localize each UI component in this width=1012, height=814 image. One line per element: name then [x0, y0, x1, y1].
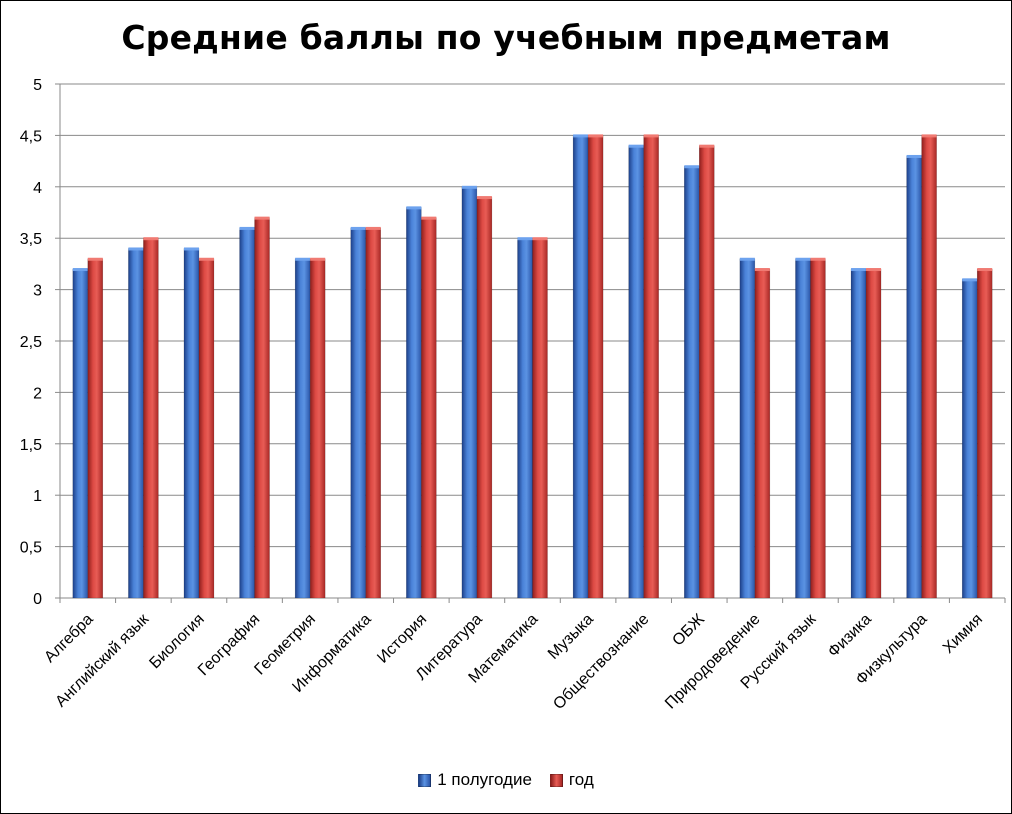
bar-cap: [810, 257, 826, 261]
bar-series-1-15: [906, 155, 922, 599]
bar-cap: [588, 134, 604, 138]
bar-series-1-2: [183, 248, 200, 599]
bar-cap: [461, 185, 477, 189]
bar-series-1-10: [628, 145, 644, 599]
bar-series-1-5: [350, 227, 366, 599]
bar-cap: [866, 268, 882, 272]
x-tick-label: История: [374, 611, 430, 667]
bar-series-2-14: [865, 268, 882, 599]
bar-series-1-4: [294, 258, 311, 599]
legend-swatch-series-1: [418, 773, 432, 787]
bar-series-2-15: [921, 135, 937, 599]
bar-cap: [239, 226, 255, 230]
bar-cap: [684, 165, 700, 169]
bar-cap: [143, 237, 159, 241]
bar-cap: [406, 206, 422, 210]
bar-series-2-16: [976, 268, 993, 599]
bar-series-1-12: [739, 258, 756, 599]
bar-cap: [921, 134, 937, 138]
chart-title: Средние баллы по учебным предметам: [121, 18, 891, 57]
bar-series-1-11: [684, 165, 700, 599]
bar-cap: [962, 278, 978, 282]
bar-series-2-1: [143, 237, 159, 599]
bar-cap: [699, 144, 715, 148]
x-tick-label: Природоведение: [662, 611, 764, 713]
bar-cap: [350, 226, 366, 230]
y-tick-label: 2: [33, 385, 42, 402]
y-tick-label: 5: [33, 77, 42, 94]
bar-series-1-8: [517, 237, 533, 599]
legend-label-series-2: год: [568, 770, 594, 789]
bar-cap: [128, 247, 144, 251]
bar-series-2-8: [532, 237, 548, 599]
bar-cap: [643, 134, 659, 138]
bar-series-1-14: [850, 268, 867, 599]
bar-series-1-6: [406, 207, 422, 599]
bar-series-1-1: [128, 248, 144, 599]
y-tick-label: 3,5: [20, 231, 42, 248]
bar-cap: [532, 237, 548, 241]
x-tick-label: Английский язык: [52, 610, 152, 710]
x-tick-label: Алгебра: [41, 611, 96, 666]
bar-cap: [851, 268, 867, 272]
bar-cap: [421, 216, 437, 220]
bar-series-1-16: [961, 279, 978, 599]
bar-series-2-13: [810, 258, 826, 599]
legend-item-series-2: год: [549, 770, 594, 790]
x-tick-label: Музыка: [545, 611, 597, 663]
bar-cap: [906, 154, 922, 158]
bar-series-1-13: [795, 258, 811, 599]
bar-series-1-0: [72, 268, 89, 599]
legend-label-series-1: 1 полугодие: [437, 770, 532, 789]
x-tick-label: Обществознание: [550, 611, 652, 713]
bar-series-2-5: [365, 227, 381, 599]
bar-series-2-4: [309, 258, 326, 599]
bar-series-2-11: [699, 145, 715, 599]
bar-series-1-3: [239, 227, 255, 599]
bar-cap: [517, 237, 533, 241]
bar-cap: [72, 268, 88, 272]
y-tick-label: 0,5: [20, 540, 42, 557]
y-tick-label: 4: [33, 180, 42, 197]
bar-cap: [476, 196, 492, 200]
bar-cap: [977, 268, 993, 272]
bar-cap: [573, 134, 589, 138]
bar-series-2-6: [421, 217, 437, 599]
bar-series-2-3: [254, 217, 270, 599]
bar-series-1-7: [461, 186, 478, 599]
x-tick-label: Химия: [940, 611, 986, 657]
x-tick-label: Физика: [825, 611, 875, 661]
y-tick-label: 1,5: [20, 437, 42, 454]
y-tick-label: 0: [33, 591, 42, 608]
bar-cap: [183, 247, 199, 251]
bar-cap: [310, 257, 326, 261]
y-tick-label: 1: [33, 488, 42, 505]
x-tick-label: ОБЖ: [669, 611, 708, 650]
y-tick-label: 2,5: [20, 334, 42, 351]
y-tick-label: 3: [33, 283, 42, 300]
bar-cap: [365, 226, 381, 230]
bar-series-2-9: [587, 135, 604, 599]
legend-swatch-series-2: [549, 773, 563, 787]
bar-cap: [198, 257, 214, 261]
bar-series-1-9: [572, 135, 589, 599]
chart-legend: 1 полугодие год: [0, 770, 1012, 790]
bar-series-2-0: [87, 258, 104, 599]
bar-cap: [754, 268, 770, 272]
bar-cap: [87, 257, 103, 261]
bar-series-2-10: [643, 135, 659, 599]
bar-series-2-12: [754, 268, 771, 599]
y-tick-label: 4,5: [20, 128, 42, 145]
bar-cap: [295, 257, 311, 261]
bar-series-2-7: [476, 196, 493, 599]
bar-cap: [254, 216, 270, 220]
bar-series-2-2: [198, 258, 215, 599]
bar-cap: [795, 257, 811, 261]
bar-cap: [739, 257, 755, 261]
legend-item-series-1: 1 полугодие: [418, 770, 532, 790]
bar-cap: [628, 144, 644, 148]
